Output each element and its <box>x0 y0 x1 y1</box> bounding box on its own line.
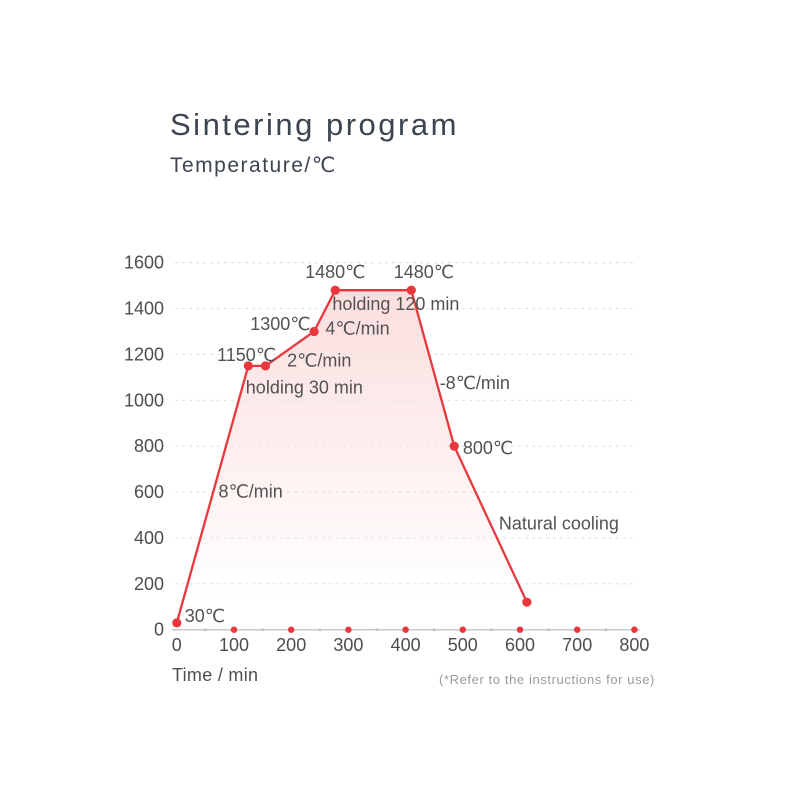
x-axis-major-dot <box>459 626 466 633</box>
x-axis-title: Time / min <box>172 665 259 685</box>
x-axis-minor-tick <box>604 628 608 631</box>
x-axis-major-dot <box>574 626 581 633</box>
annotation: 1150℃ <box>217 345 276 365</box>
y-tick-label: 1200 <box>124 344 164 364</box>
annotation: 8℃/min <box>218 482 282 502</box>
x-axis-major-dot <box>288 626 295 633</box>
x-axis-major-dot <box>631 626 638 633</box>
data-point <box>243 361 253 371</box>
x-axis-minor-tick <box>490 628 493 631</box>
y-tick-label: 1600 <box>124 253 164 273</box>
data-point <box>449 441 459 451</box>
x-axis-major-dot <box>345 626 352 633</box>
annotation: 1480℃ <box>394 262 454 282</box>
y-tick-label: 0 <box>154 620 164 640</box>
data-point <box>309 326 319 337</box>
y-axis-unit-label: Temperature/℃ <box>170 154 337 177</box>
x-tick-label: 800 <box>619 635 649 655</box>
data-point <box>522 597 532 607</box>
x-axis-minor-tick <box>204 628 207 631</box>
x-tick-label: 500 <box>448 635 478 655</box>
footnote: (*Refer to the instructions for use) <box>439 672 655 687</box>
x-axis-major-dot <box>402 626 409 633</box>
x-tick-label: 0 <box>172 635 182 655</box>
data-point <box>260 361 271 371</box>
annotation: 800℃ <box>463 438 513 458</box>
annotation: 4℃/min <box>325 319 389 339</box>
chart-title: Sintering program <box>170 107 459 142</box>
x-axis-major-dot <box>230 626 238 633</box>
y-tick-label: 800 <box>134 436 164 456</box>
annotation: -8℃/min <box>440 373 510 393</box>
x-axis-minor-tick <box>432 628 436 631</box>
x-tick-label: 700 <box>562 635 592 655</box>
x-axis-minor-tick <box>375 628 379 631</box>
x-tick-label: 300 <box>333 635 363 655</box>
x-tick-label: 600 <box>505 635 535 655</box>
series-area-fill <box>176 290 527 630</box>
y-tick-label: 600 <box>134 482 164 502</box>
data-point <box>330 285 340 295</box>
x-axis-minor-tick <box>318 628 322 631</box>
x-axis-minor-tick <box>261 628 264 631</box>
x-tick-label: 400 <box>391 635 421 655</box>
x-axis-minor-tick <box>547 628 550 631</box>
annotation: 2℃/min <box>287 350 351 370</box>
plot-area: 0 200 400 600 800 1000 1200 1400 1600 0 100 200 300 4… <box>124 253 649 655</box>
annotation: 1300℃ <box>250 314 310 334</box>
annotation: 30℃ <box>185 606 225 626</box>
x-tick-label: 100 <box>219 635 249 655</box>
annotation: 1480℃ <box>305 262 365 282</box>
y-tick-label: 1000 <box>124 390 164 410</box>
y-tick-label: 1400 <box>124 299 164 319</box>
annotation: holding 30 min <box>246 377 363 397</box>
data-point <box>406 285 416 295</box>
x-tick-label: 200 <box>276 635 306 655</box>
data-point <box>172 618 182 628</box>
annotation: holding 120 min <box>332 294 459 314</box>
y-tick-label: 400 <box>134 528 164 548</box>
y-tick-label: 200 <box>134 574 164 594</box>
x-axis-major-dot <box>516 626 524 633</box>
annotation: Natural cooling <box>499 514 619 534</box>
